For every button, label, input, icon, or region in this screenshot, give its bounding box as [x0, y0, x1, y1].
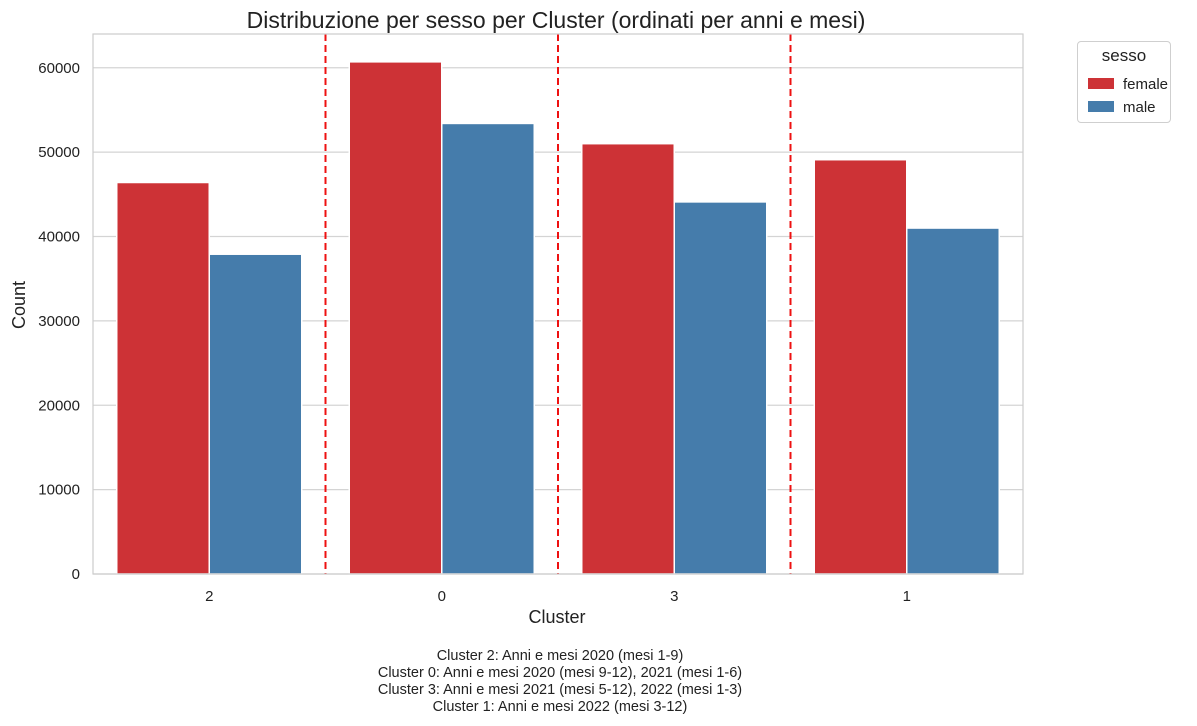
legend-label-male: male [1123, 99, 1156, 116]
legend-item-male: male [1088, 98, 1156, 118]
cluster-separators [324, 34, 792, 574]
x-tick-label: 1 [903, 588, 911, 605]
y-tick-label: 40000 [38, 229, 80, 246]
cluster-note: Cluster 0: Anni e mesi 2020 (mesi 9-12),… [377, 665, 743, 681]
bar-female-cluster-2 [116, 181, 210, 575]
y-tick-label: 60000 [38, 60, 80, 77]
bar-male-cluster-2 [208, 253, 303, 575]
bar-female-cluster-3 [581, 142, 675, 575]
cluster-note: Cluster 1: Anni e mesi 2022 (mesi 3-12) [432, 699, 688, 715]
cluster-note: Cluster 2: Anni e mesi 2020 (mesi 1-9) [436, 648, 684, 664]
chart-title: Distribuzione per sesso per Cluster (ord… [247, 7, 866, 33]
cluster-note: Cluster 3: Anni e mesi 2021 (mesi 5-12),… [377, 682, 743, 698]
y-axis-label: Count [9, 281, 29, 329]
legend: sesso female male [1077, 41, 1171, 123]
legend-item-female: female [1088, 75, 1168, 95]
legend-swatch-female [1088, 77, 1114, 89]
x-tick-label: 3 [670, 588, 678, 605]
y-tick-labels: 0 10000 20000 30000 40000 50000 60000 [38, 60, 80, 583]
legend-title: sesso [1101, 46, 1147, 65]
bars [116, 61, 1000, 575]
bar-female-cluster-1 [813, 158, 908, 575]
y-tick-label: 50000 [38, 144, 80, 161]
bar-male-cluster-3 [673, 201, 768, 575]
x-axis-label: Cluster [528, 607, 585, 627]
bar-male-cluster-0 [441, 122, 535, 575]
legend-label-female: female [1123, 76, 1169, 93]
plot-frame [92, 33, 1024, 575]
y-tick-label: 20000 [38, 397, 80, 414]
x-tick-label: 2 [205, 588, 213, 605]
bar-male-cluster-1 [906, 227, 1000, 575]
y-tick-label: 30000 [38, 313, 80, 330]
y-tick-label: 10000 [38, 482, 80, 499]
legend-swatch-male [1088, 100, 1114, 112]
bar-female-cluster-0 [348, 61, 443, 575]
y-tick-label: 0 [72, 566, 80, 583]
x-tick-label: 0 [438, 588, 446, 605]
